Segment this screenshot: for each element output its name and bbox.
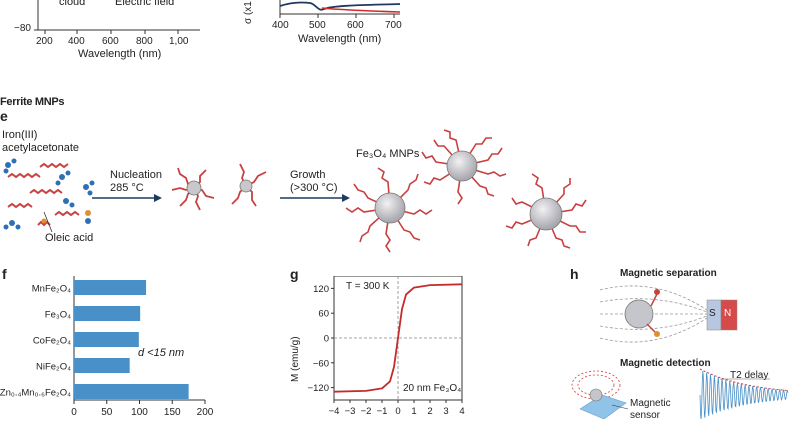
sensor-label: Magnetic bbox=[630, 398, 671, 409]
step2-label: (>300 °C) bbox=[290, 182, 338, 194]
x-tick-label: 150 bbox=[164, 407, 181, 418]
xtick-label: 600 bbox=[102, 36, 119, 47]
x-tick-label: −4 bbox=[329, 406, 340, 417]
red-curve bbox=[321, 7, 401, 13]
pointer-line bbox=[43, 211, 53, 233]
top-left-chart-axes bbox=[34, 0, 200, 34]
magnet-south-label: S bbox=[709, 308, 716, 319]
bar bbox=[74, 332, 139, 347]
y-tick-label: −60 bbox=[313, 358, 329, 369]
product-label: Fe₃O₄ MNPs bbox=[356, 148, 420, 160]
x-axis-label: Wavelength (nm) bbox=[298, 33, 382, 45]
y-tick-label: 60 bbox=[318, 309, 329, 320]
nuclei-illustration bbox=[171, 163, 267, 211]
category-label: MnFe₂O₄ bbox=[32, 284, 71, 295]
t2-decay-wave bbox=[699, 368, 789, 419]
xtick-label: 800 bbox=[136, 36, 153, 47]
oleic-acid-label: Oleic acid bbox=[45, 232, 94, 244]
oscillation bbox=[699, 370, 789, 419]
x-tick-label: 50 bbox=[101, 407, 113, 418]
x-tick-label: 100 bbox=[131, 407, 148, 418]
separation-title: Magnetic separation bbox=[620, 268, 717, 279]
decay-envelope bbox=[699, 368, 788, 392]
reagents-illustration bbox=[3, 158, 95, 230]
xtick-label: 200 bbox=[36, 36, 53, 47]
precursor-label: Iron(III) bbox=[2, 129, 38, 141]
x-tick-label: 0 bbox=[71, 407, 77, 418]
sensor-label: sensor bbox=[630, 410, 661, 421]
x-axis-label: Wavelength (nm) bbox=[78, 48, 162, 60]
step1-label: Nucleation bbox=[110, 169, 162, 181]
category-label: Fe₃O₄ bbox=[45, 310, 71, 321]
xtick-label: 400 bbox=[68, 36, 85, 47]
electric-field-label: Electric field bbox=[115, 0, 175, 8]
bar bbox=[74, 384, 189, 399]
blue-curve bbox=[279, 1, 401, 11]
size-annotation: d <15 nm bbox=[138, 347, 185, 359]
x-tick-label: 1 bbox=[411, 406, 416, 417]
magnetization-curve bbox=[333, 283, 463, 393]
x-tick-label: 3 bbox=[443, 406, 448, 417]
magnetic-detection-illustration bbox=[571, 368, 789, 419]
magnetic-separation-illustration bbox=[599, 285, 738, 343]
magnet-north-label: N bbox=[724, 308, 732, 319]
x-tick-label: −2 bbox=[361, 406, 372, 417]
bar bbox=[74, 280, 147, 295]
xtick-label: 400 bbox=[272, 20, 289, 31]
xtick-label: 1,00 bbox=[169, 36, 189, 47]
cloud-label: cloud bbox=[59, 0, 86, 8]
x-tick-label: 0 bbox=[395, 406, 400, 417]
ytick-label: −80 bbox=[14, 23, 31, 34]
category-label: Zn₀.₄Mn₀.₆Fe₂O₄ bbox=[0, 388, 71, 399]
y-tick-label: −120 bbox=[308, 383, 329, 394]
xtick-label: 600 bbox=[347, 20, 364, 31]
mnp-illustration bbox=[345, 129, 587, 253]
category-label: CoFe₂O₄ bbox=[33, 336, 71, 347]
nucleation-arrow bbox=[92, 194, 162, 202]
x-tick-label: 200 bbox=[197, 407, 214, 418]
xtick-label: 700 bbox=[385, 20, 402, 31]
y-axis-label: M (emu/g) bbox=[290, 336, 301, 382]
xtick-label: 500 bbox=[309, 20, 326, 31]
temperature-label: T = 300 K bbox=[346, 281, 390, 292]
y-tick-label: 120 bbox=[313, 284, 329, 295]
y-axis-label: σ (x1 bbox=[243, 1, 254, 24]
panel-letter: g bbox=[290, 266, 299, 282]
category-label: NiFe₂O₄ bbox=[36, 362, 71, 373]
x-tick-label: 4 bbox=[459, 406, 464, 417]
step2-label: Growth bbox=[290, 169, 326, 181]
sample-label: 20 nm Fe₃O₄ bbox=[403, 383, 462, 394]
precursor-label: acetylacetonate bbox=[2, 142, 80, 154]
detection-title: Magnetic detection bbox=[620, 358, 711, 369]
step1-label: 285 °C bbox=[110, 182, 144, 194]
bar bbox=[74, 306, 141, 321]
growth-arrow bbox=[280, 194, 350, 202]
panel-letter: h bbox=[570, 266, 579, 282]
x-tick-label: −3 bbox=[345, 406, 356, 417]
bar bbox=[74, 358, 130, 373]
top-right-chart-axes bbox=[279, 0, 401, 18]
panel-letter: f bbox=[2, 266, 7, 282]
x-tick-label: 2 bbox=[427, 406, 432, 417]
section-title: Ferrite MNPs bbox=[0, 96, 65, 108]
bar-chart: MnFe₂O₄ Fe₃O₄ CoFe₂O₄ NiFe₂O₄ Zn₀.₄Mn₀.₆Fe₂O… bbox=[0, 276, 214, 418]
x-tick-label: −1 bbox=[377, 406, 388, 417]
panel-letter: e bbox=[0, 108, 8, 124]
y-tick-label: 0 bbox=[324, 334, 329, 345]
t2-label: T2 delay bbox=[730, 370, 769, 381]
